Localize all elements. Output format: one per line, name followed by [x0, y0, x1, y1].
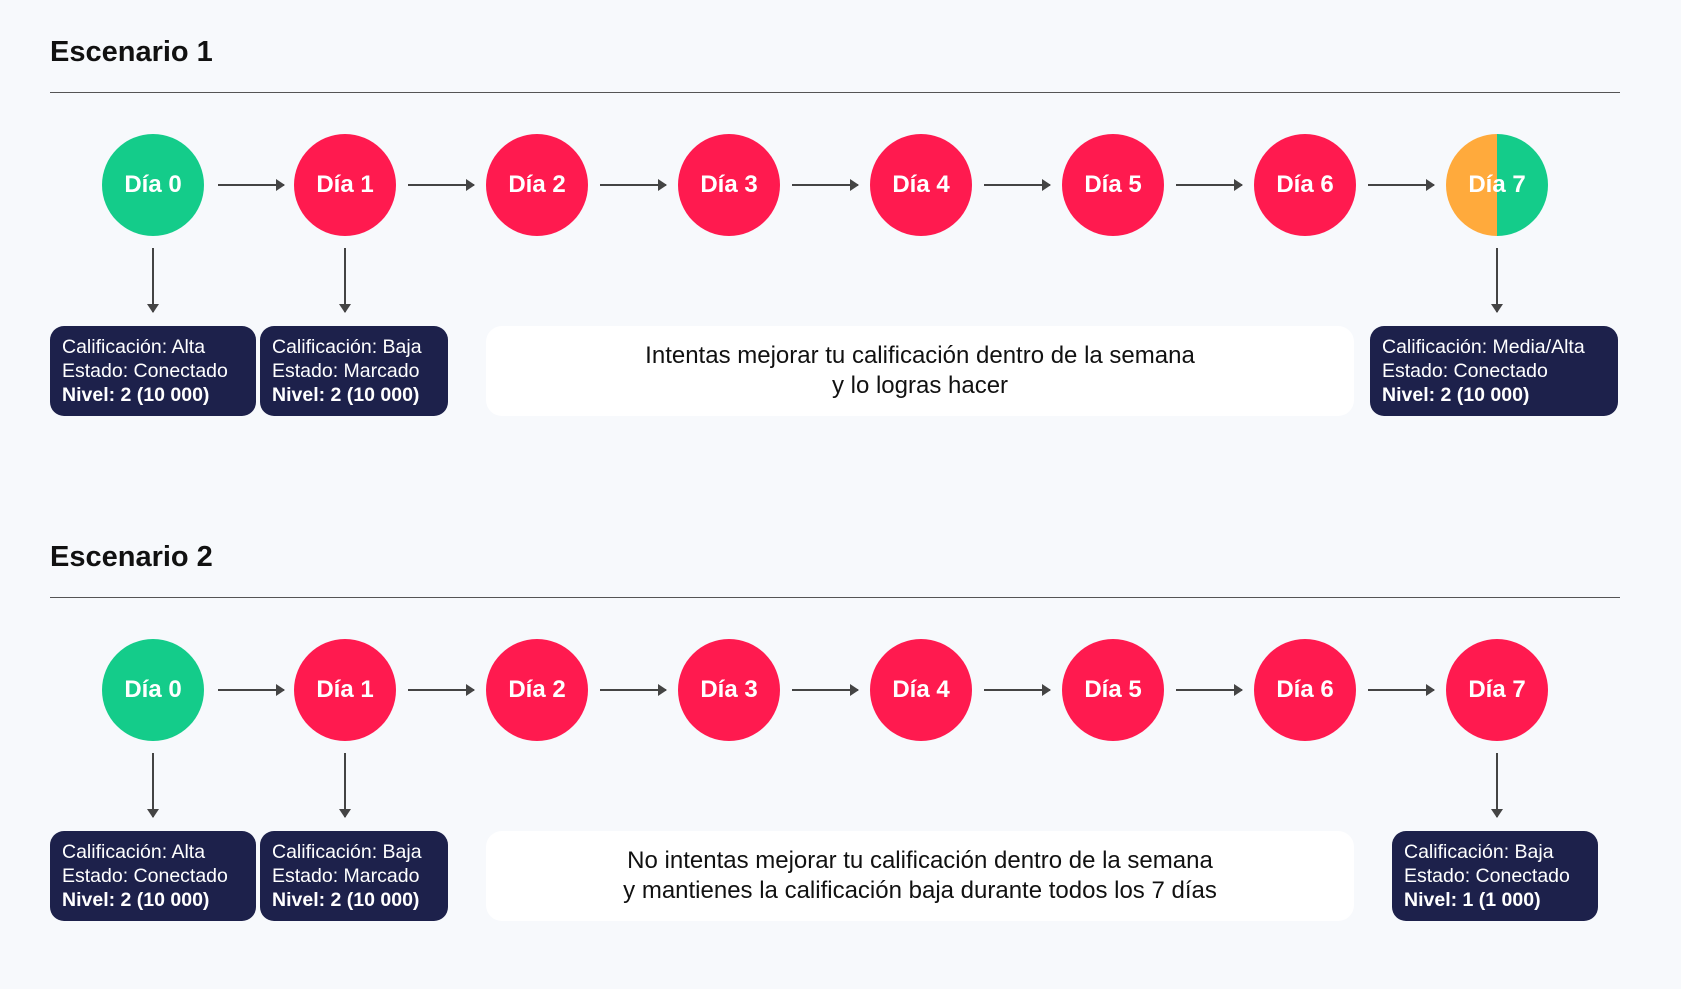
day-0-info-card: Calificación: Alta Estado: Conectado Niv… [50, 831, 256, 921]
rating-text: Calificación: Alta [62, 841, 206, 863]
day-label: Día 5 [1084, 676, 1142, 703]
note-line: y mantienes la calificación baja durante… [623, 877, 1217, 904]
divider [50, 597, 1620, 598]
day-3-circle: Día 3 [678, 134, 780, 236]
day-label: Día 2 [508, 676, 566, 703]
scenario-note: No intentas mejorar tu calificación dent… [486, 831, 1354, 921]
day-3-circle: Día 3 [678, 639, 780, 741]
scenario-note: Intentas mejorar tu calificación dentro … [486, 326, 1354, 416]
right-arrow-icon [218, 179, 285, 191]
rating-text: Calificación: Baja [272, 841, 422, 863]
status-text: Estado: Conectado [62, 360, 228, 382]
right-arrow-icon [1368, 179, 1435, 191]
rating-text: Calificación: Alta [62, 336, 206, 358]
level-text: Nivel: 2 (10 000) [272, 384, 420, 406]
day-label: Día 7 [1468, 171, 1526, 198]
day-7-info-card: Calificación: Baja Estado: Conectado Niv… [1392, 831, 1598, 921]
day-6-circle: Día 6 [1254, 639, 1356, 741]
note-line: y lo logras hacer [831, 372, 1009, 399]
right-arrow-icon [1368, 684, 1435, 696]
level-text: Nivel: 2 (10 000) [62, 889, 210, 911]
rating-text: Calificación: Baja [272, 336, 422, 358]
day-label: Día 2 [508, 171, 566, 198]
down-arrow-icon [147, 753, 159, 818]
down-arrow-icon [339, 753, 351, 818]
day-label: Día 5 [1084, 171, 1142, 198]
down-arrow-icon [339, 248, 351, 313]
down-arrow-icon [1491, 248, 1503, 313]
day-7-circle: Día 7 [1446, 134, 1548, 236]
day-label: Día 0 [124, 171, 182, 198]
status-text: Estado: Conectado [62, 865, 228, 887]
day-1-circle: Día 1 [294, 639, 396, 741]
day-label: Día 1 [316, 171, 374, 198]
right-arrow-icon [218, 684, 285, 696]
day-1-info-card: Calificación: Baja Estado: Marcado Nivel… [260, 326, 448, 416]
status-text: Estado: Conectado [1382, 360, 1548, 382]
down-arrow-icon [147, 248, 159, 313]
day-label: Día 0 [124, 676, 182, 703]
day-4-circle: Día 4 [870, 639, 972, 741]
right-arrow-icon [1176, 684, 1243, 696]
status-text: Estado: Conectado [1404, 865, 1570, 887]
day-5-circle: Día 5 [1062, 134, 1164, 236]
day-2-circle: Día 2 [486, 639, 588, 741]
level-text: Nivel: 2 (10 000) [272, 889, 420, 911]
right-arrow-icon [984, 179, 1051, 191]
day-7-circle: Día 7 [1446, 639, 1548, 741]
scenario-title: Escenario 1 [50, 36, 213, 68]
status-text: Estado: Marcado [272, 865, 420, 887]
day-6-circle: Día 6 [1254, 134, 1356, 236]
rating-text: Calificación: Baja [1404, 841, 1554, 863]
scenario-2: Escenario 2 Día 0 Día 1 Día 2 Día 3 Día … [0, 505, 1681, 975]
scenario-title: Escenario 2 [50, 541, 213, 573]
note-line: No intentas mejorar tu calificación dent… [627, 847, 1213, 874]
day-7-info-card: Calificación: Media/Alta Estado: Conecta… [1370, 326, 1618, 416]
day-2-circle: Día 2 [486, 134, 588, 236]
day-0-circle: Día 0 [102, 134, 204, 236]
right-arrow-icon [408, 684, 475, 696]
right-arrow-icon [792, 684, 859, 696]
right-arrow-icon [600, 684, 667, 696]
day-label: Día 4 [892, 171, 950, 198]
day-0-info-card: Calificación: Alta Estado: Conectado Niv… [50, 326, 256, 416]
day-label: Día 3 [700, 171, 758, 198]
right-arrow-icon [600, 179, 667, 191]
day-1-info-card: Calificación: Baja Estado: Marcado Nivel… [260, 831, 448, 921]
down-arrow-icon [1491, 753, 1503, 818]
day-4-circle: Día 4 [870, 134, 972, 236]
right-arrow-icon [408, 179, 475, 191]
day-label: Día 7 [1468, 676, 1526, 703]
note-line: Intentas mejorar tu calificación dentro … [645, 342, 1195, 369]
right-arrow-icon [984, 684, 1051, 696]
level-text: Nivel: 2 (10 000) [62, 384, 210, 406]
scenario-1: Escenario 1 Día 0 Día 1 Día 2 Día 3 Día … [0, 0, 1681, 470]
rating-text: Calificación: Media/Alta [1382, 336, 1585, 358]
right-arrow-icon [1176, 179, 1243, 191]
day-1-circle: Día 1 [294, 134, 396, 236]
day-label: Día 3 [700, 676, 758, 703]
day-label: Día 6 [1276, 676, 1334, 703]
day-label: Día 6 [1276, 171, 1334, 198]
level-text: Nivel: 1 (1 000) [1404, 889, 1541, 911]
day-5-circle: Día 5 [1062, 639, 1164, 741]
day-label: Día 4 [892, 676, 950, 703]
day-0-circle: Día 0 [102, 639, 204, 741]
level-text: Nivel: 2 (10 000) [1382, 384, 1530, 406]
day-label: Día 1 [316, 676, 374, 703]
right-arrow-icon [792, 179, 859, 191]
divider [50, 92, 1620, 93]
status-text: Estado: Marcado [272, 360, 420, 382]
